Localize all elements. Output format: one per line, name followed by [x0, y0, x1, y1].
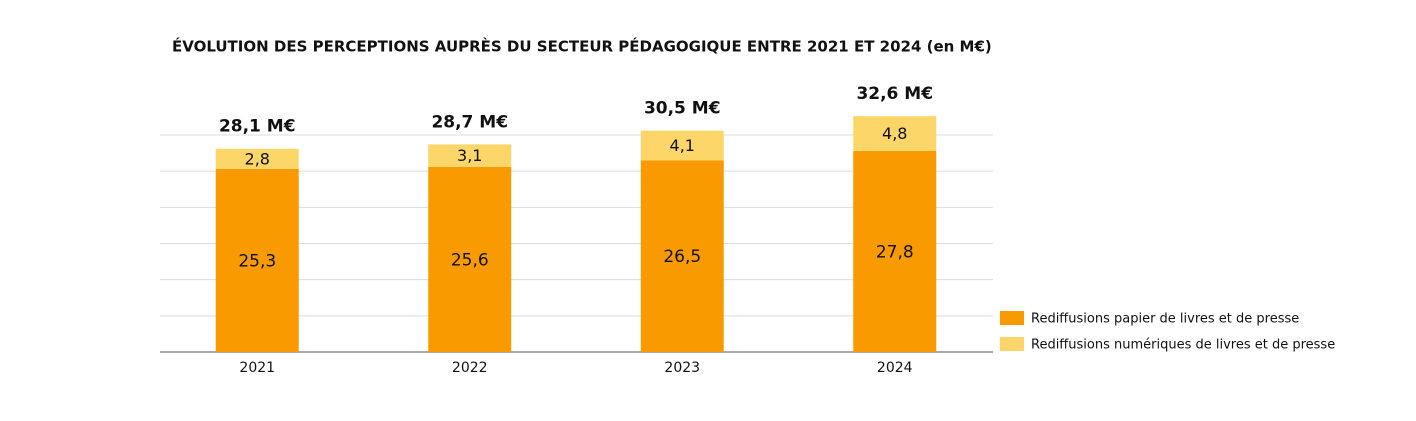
value-label: 26,5	[663, 247, 701, 267]
legend-label: Rediffusions numériques de livres et de …	[1031, 338, 1335, 353]
value-label: 25,3	[238, 251, 276, 271]
bar-segment	[215, 148, 299, 169]
value-label: 25,6	[451, 250, 489, 270]
bar-segment	[640, 130, 724, 161]
total-label: 30,5 M€	[644, 99, 721, 119]
legend-swatch	[1000, 337, 1024, 351]
value-label: 3,1	[457, 146, 482, 165]
x-tick-label: 2024	[877, 360, 913, 376]
legend-label: Rediffusions papier de livres et de pres…	[1031, 312, 1299, 327]
bar-segment	[640, 160, 724, 352]
bar-segment	[853, 116, 937, 151]
x-tick-label: 2023	[664, 360, 700, 376]
x-tick-label: 2021	[239, 360, 275, 376]
x-tick-label: 2022	[452, 360, 488, 376]
value-label: 27,8	[876, 242, 914, 262]
value-label: 4,8	[882, 124, 907, 143]
total-label: 28,7 M€	[431, 112, 508, 132]
bar-segment	[853, 150, 937, 352]
value-label: 2,8	[245, 149, 270, 168]
total-label: 32,6 M€	[856, 84, 933, 104]
legend-swatch	[1000, 311, 1024, 325]
value-label: 4,1	[670, 136, 695, 155]
bar-segment	[428, 144, 512, 167]
bar-segment	[428, 166, 512, 352]
chart-title: ÉVOLUTION DES PERCEPTIONS AUPRÈS DU SECT…	[172, 37, 992, 56]
total-label: 28,1 M€	[219, 117, 296, 137]
bar-segment	[215, 168, 299, 352]
